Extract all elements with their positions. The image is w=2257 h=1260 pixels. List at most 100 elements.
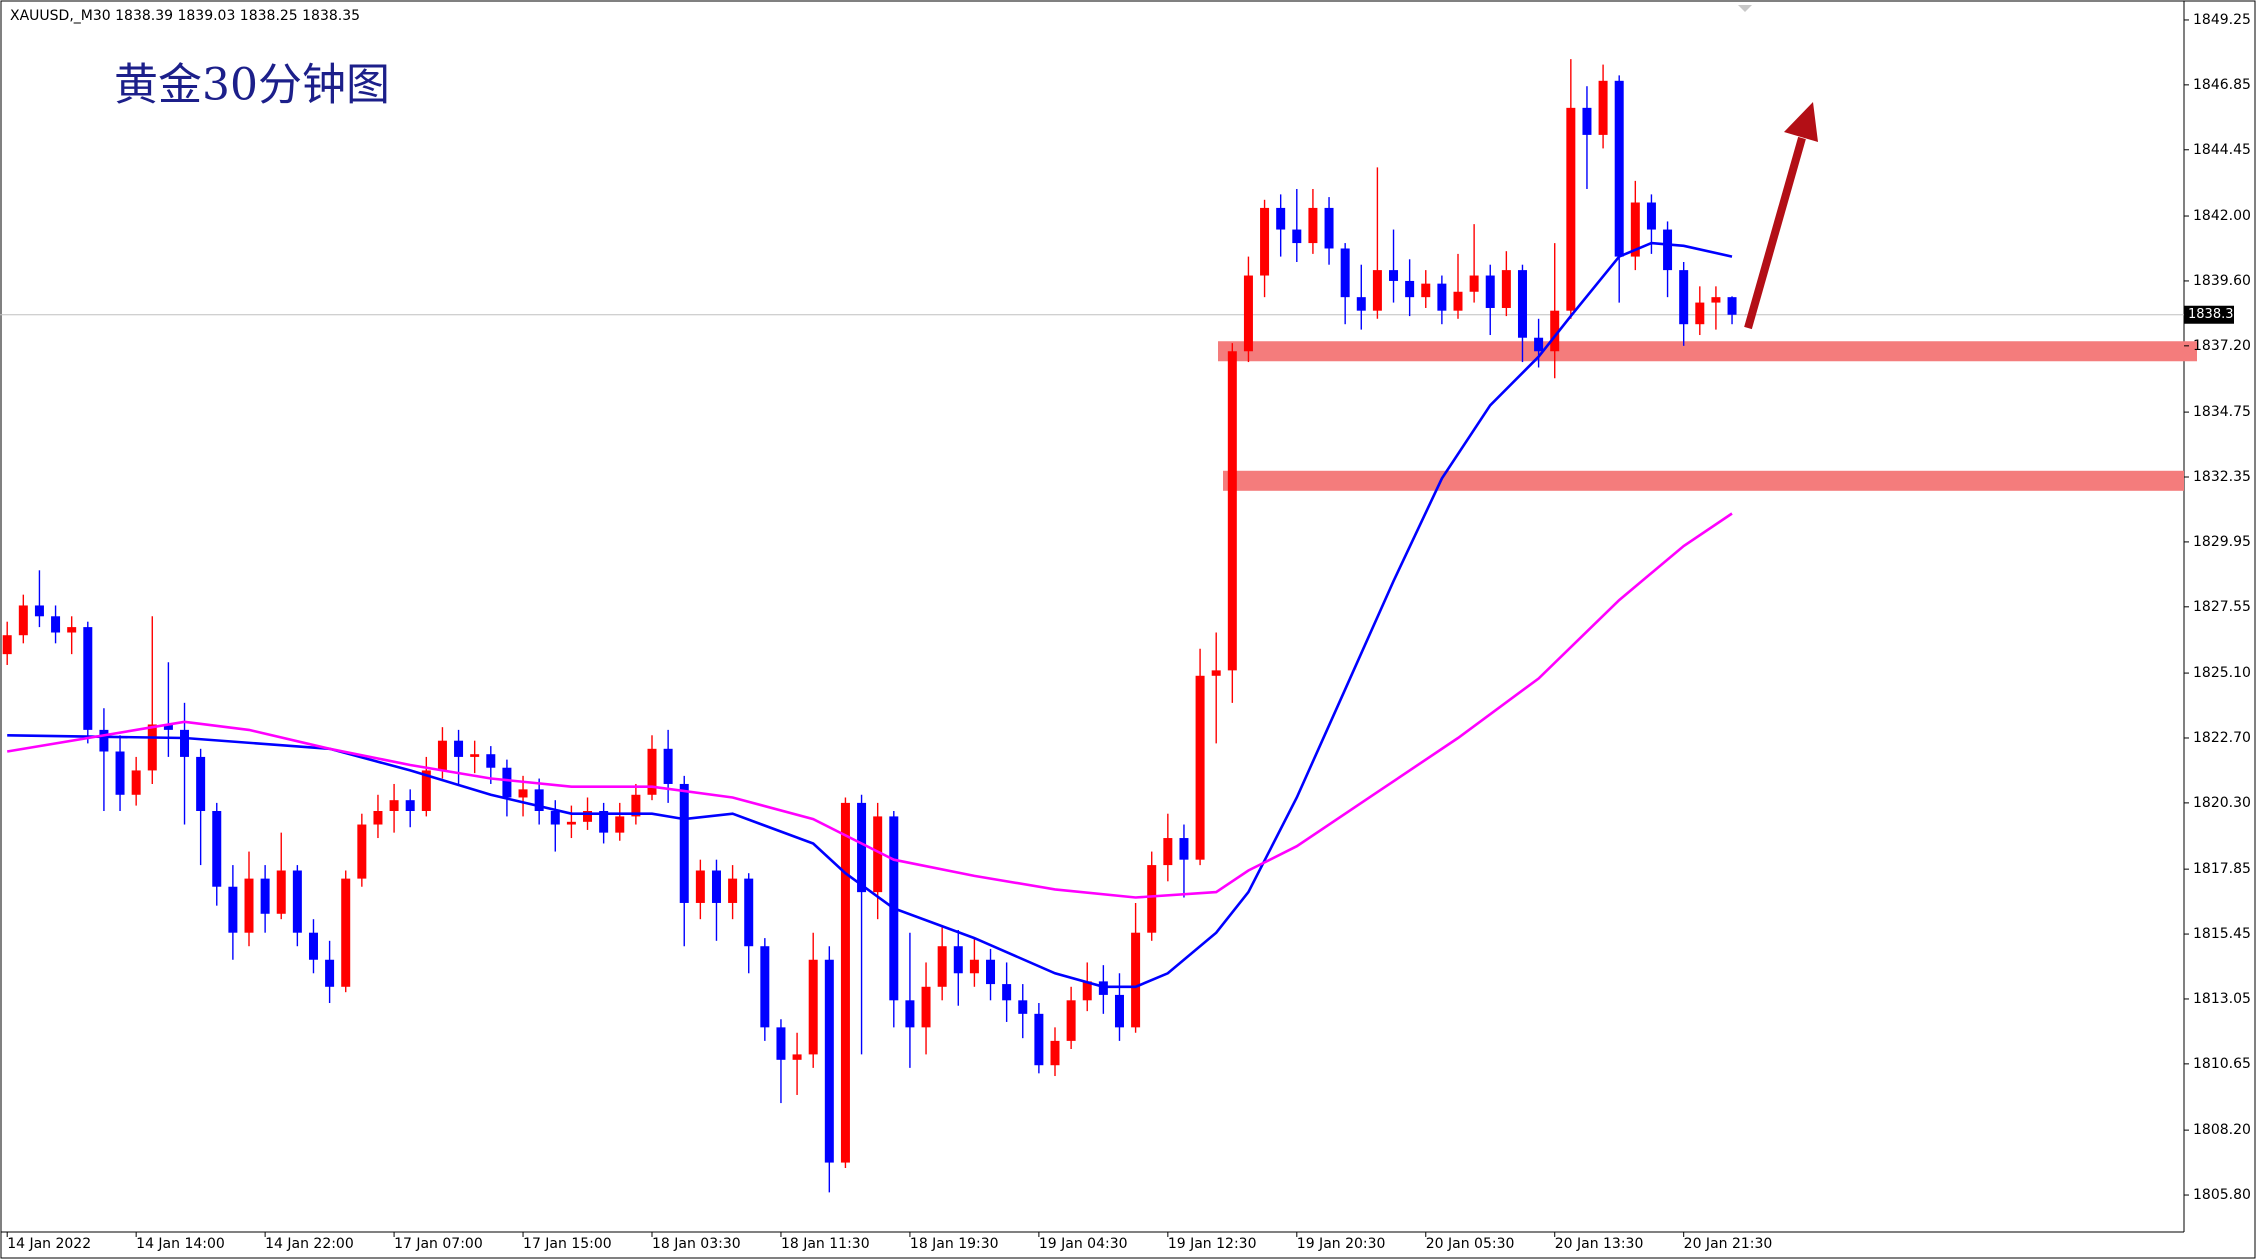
y-tick-label: 1817.85 xyxy=(2193,861,2251,877)
candle-body xyxy=(1324,207,1334,249)
y-tick-label: 1808.20 xyxy=(2193,1122,2251,1138)
candle-body xyxy=(776,1027,786,1060)
candle-body xyxy=(1437,283,1447,311)
y-tick-label: 1842.00 xyxy=(2193,208,2251,224)
y-tick-label: 1825.10 xyxy=(2193,665,2251,681)
candle-body xyxy=(1034,1013,1044,1066)
candle-body xyxy=(679,783,689,903)
candle-body xyxy=(389,800,399,812)
y-tick-label: 1815.45 xyxy=(2193,926,2251,942)
candle-body xyxy=(1453,291,1463,311)
y-tick-label: 1837.20 xyxy=(2193,338,2251,354)
candle-body xyxy=(1082,981,1092,1001)
candle-body xyxy=(986,959,996,985)
candle-body xyxy=(1292,229,1302,244)
candle-body xyxy=(292,870,302,933)
candle-body xyxy=(1372,270,1382,311)
candle-body xyxy=(341,878,351,987)
candle-body xyxy=(1066,1000,1076,1041)
candle-body xyxy=(873,816,883,893)
candle-body xyxy=(1340,248,1350,298)
x-tick-label: 20 Jan 13:30 xyxy=(1555,1236,1644,1252)
candle-body xyxy=(83,627,93,730)
candle-body xyxy=(808,959,818,1055)
trend-arrow xyxy=(1744,136,1806,330)
moving-average xyxy=(7,241,1733,989)
last-price-box xyxy=(2184,305,2234,324)
y-tick-label: 1846.85 xyxy=(2193,77,2251,93)
candle-body xyxy=(67,627,77,633)
y-tick-label: 1805.80 xyxy=(2193,1187,2251,1203)
candle-body xyxy=(695,870,705,903)
candle-body xyxy=(1227,351,1237,671)
x-tick-label: 14 Jan 22:00 xyxy=(265,1236,354,1252)
candle-body xyxy=(1630,202,1640,257)
candle-body xyxy=(1260,207,1270,276)
candle-body xyxy=(1002,984,1012,1001)
candle-body xyxy=(1421,283,1431,298)
x-tick-label: 20 Jan 05:30 xyxy=(1426,1236,1515,1252)
candle-body xyxy=(260,878,270,914)
price-zone xyxy=(1223,470,2184,491)
candle-body xyxy=(1114,994,1124,1028)
candle-body xyxy=(115,751,125,795)
candle-body xyxy=(1356,297,1366,311)
candle-body xyxy=(1308,207,1318,244)
candle-body xyxy=(502,767,512,798)
candle-body xyxy=(550,811,560,825)
candle-body xyxy=(196,756,206,812)
candle-body xyxy=(744,878,754,947)
candle-body xyxy=(2,635,12,655)
y-tick-label: 1813.05 xyxy=(2193,991,2251,1007)
x-tick-label: 17 Jan 07:00 xyxy=(394,1236,483,1252)
candle-body xyxy=(583,811,593,822)
candle-body xyxy=(631,794,641,817)
candle-body xyxy=(1566,107,1576,311)
x-tick-label: 14 Jan 14:00 xyxy=(136,1236,225,1252)
candle-body xyxy=(1405,280,1415,298)
candle-body xyxy=(147,724,157,771)
candle-body xyxy=(486,754,496,768)
x-tick-label: 19 Jan 04:30 xyxy=(1039,1236,1128,1252)
x-tick-label: 18 Jan 03:30 xyxy=(652,1236,741,1252)
symbol-header: XAUUSD,_M30 1838.39 1839.03 1838.25 1838… xyxy=(10,8,360,24)
candle-body xyxy=(760,946,770,1028)
plot xyxy=(0,59,2197,1193)
candle-body xyxy=(1614,80,1624,257)
candle-body xyxy=(937,946,947,987)
x-tick-label: 18 Jan 19:30 xyxy=(910,1236,999,1252)
candle-body xyxy=(437,740,447,771)
x-tick-label: 19 Jan 20:30 xyxy=(1297,1236,1386,1252)
candle-body xyxy=(1389,270,1399,281)
y-tick-label: 1827.55 xyxy=(2193,599,2251,615)
candle-body xyxy=(599,811,609,833)
candle-body xyxy=(34,605,44,617)
candle-body xyxy=(1679,270,1689,325)
candle-body xyxy=(454,740,464,757)
y-tick-label: 1829.95 xyxy=(2193,534,2251,550)
x-tick-label: 14 Jan 2022 xyxy=(7,1236,91,1252)
y-tick-label: 1834.75 xyxy=(2193,404,2251,420)
candle-body xyxy=(518,789,528,798)
candle-body xyxy=(1147,865,1157,933)
candle-body xyxy=(1501,270,1511,308)
candle-body xyxy=(953,946,963,974)
candle-body xyxy=(711,870,721,903)
candle-body xyxy=(180,729,190,757)
y-tick-label: 1820.30 xyxy=(2193,795,2251,811)
candle-body xyxy=(1131,932,1141,1028)
candle-body xyxy=(1598,80,1608,135)
price-zone xyxy=(1218,341,2197,362)
candle-body xyxy=(1663,229,1673,271)
candle-body xyxy=(405,800,415,812)
scroll-marker xyxy=(1738,5,1752,12)
candle-body xyxy=(1211,670,1221,676)
candle-body xyxy=(1646,202,1656,230)
candle-body xyxy=(663,748,673,784)
candle-body xyxy=(921,986,931,1028)
candle-body xyxy=(615,816,625,833)
candle-body xyxy=(325,959,335,987)
